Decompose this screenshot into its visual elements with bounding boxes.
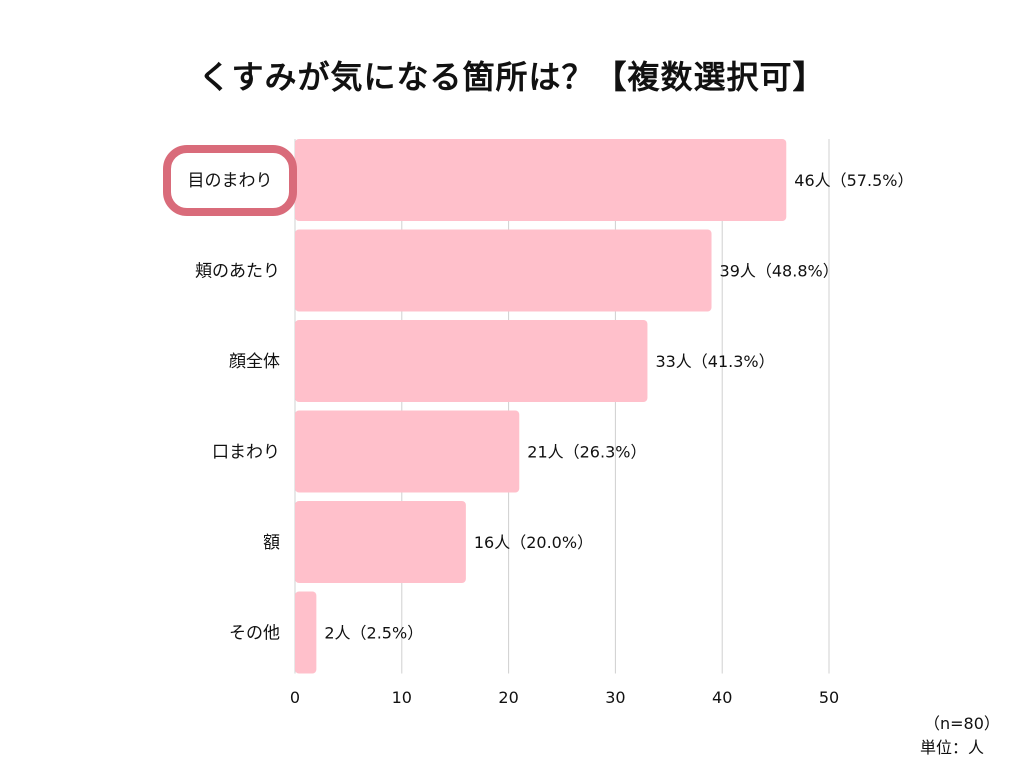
data-label: 39人（48.8%）	[720, 262, 839, 281]
bar	[295, 591, 317, 674]
category-label: 顔全体	[229, 352, 280, 372]
bars	[295, 139, 787, 674]
bar	[295, 410, 520, 493]
category-label: 額	[263, 533, 280, 553]
category-label: その他	[229, 624, 280, 644]
data-label: 2人（2.5%）	[324, 624, 423, 643]
x-tick-label: 50	[819, 688, 839, 707]
category-label: 口まわり	[212, 443, 280, 463]
x-tick-label: 30	[605, 688, 625, 707]
sample-size-note: （n=80）	[924, 714, 1000, 733]
data-labels: 46人（57.5%） 39人（48.8%） 33人（41.3%） 21人（26.3%）…	[324, 171, 913, 643]
data-label: 33人（41.3%）	[655, 352, 774, 371]
bar	[295, 229, 712, 312]
x-tick-label: 20	[498, 688, 518, 707]
x-tick-label: 0	[290, 688, 300, 707]
category-label: 頬のあたり	[195, 262, 280, 282]
data-label: 46人（57.5%）	[794, 171, 913, 190]
x-tick-label: 10	[392, 688, 412, 707]
x-axis-ticks: 0 10 20 30 40 50	[290, 688, 839, 707]
category-label: 目のまわり	[188, 171, 273, 191]
x-tick-label: 40	[712, 688, 732, 707]
bar	[295, 501, 466, 583]
data-label: 16人（20.0%）	[474, 533, 593, 552]
chart-title: くすみが気になる箇所は？【複数選択可】	[198, 58, 826, 96]
highlight-frame	[163, 145, 297, 216]
bar	[295, 139, 787, 221]
data-label: 21人（26.3%）	[527, 443, 646, 462]
bar	[295, 320, 648, 402]
grid-lines	[294, 139, 830, 674]
unit-note: 単位：人	[920, 738, 985, 757]
